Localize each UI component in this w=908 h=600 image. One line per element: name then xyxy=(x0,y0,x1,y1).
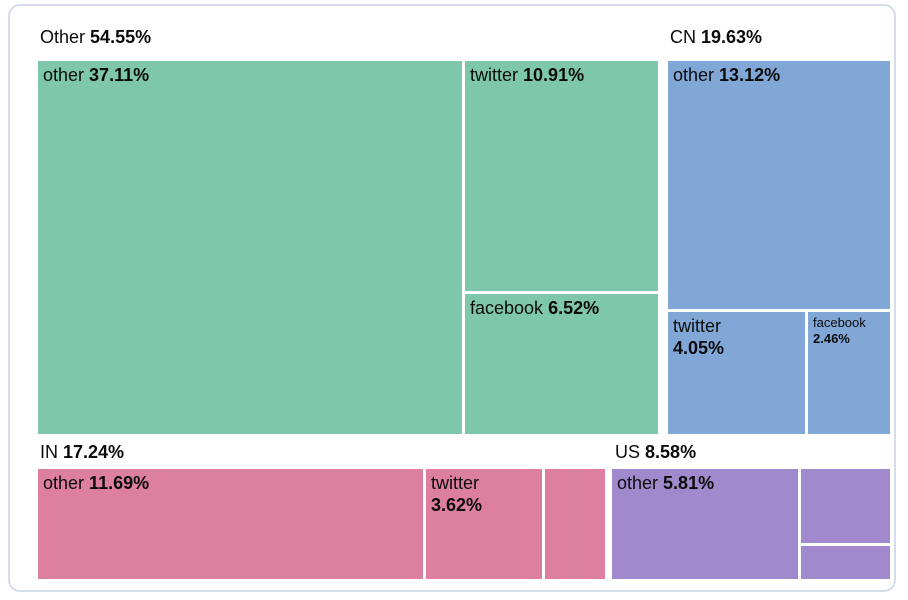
group-label-cn: CN 19.63% xyxy=(670,27,762,47)
treemap-cell-in-twitter[interactable]: twitter 3.62% xyxy=(426,469,542,579)
cell-value: 10.91% xyxy=(523,65,585,85)
cell-value: 37.11% xyxy=(89,65,150,85)
cell-label: facebook 2.46% xyxy=(808,312,890,347)
treemap-cell-us-unlabeled-2[interactable] xyxy=(801,546,890,579)
cell-label: twitter 4.05% xyxy=(668,312,805,359)
treemap-cell-cn-other[interactable]: other 13.12% xyxy=(668,61,890,309)
cell-value: 3.62% xyxy=(431,495,483,515)
group-value: 19.63% xyxy=(701,27,763,47)
cell-name: other xyxy=(43,65,85,85)
cell-value: 2.46% xyxy=(813,331,850,346)
group-value: 17.24% xyxy=(63,442,125,462)
group-name: US xyxy=(615,442,641,462)
group-name: CN xyxy=(670,27,696,47)
cell-label: other 13.12% xyxy=(668,61,890,86)
treemap-cell-other-facebook[interactable]: facebook 6.52% xyxy=(465,294,658,434)
cell-name: twitter xyxy=(673,316,722,336)
cell-value: 4.05% xyxy=(673,338,725,358)
group-name: Other xyxy=(40,27,86,47)
cell-value: 13.12% xyxy=(719,65,781,85)
treemap-cell-us-other[interactable]: other 5.81% xyxy=(612,469,798,579)
treemap-cell-in-unlabeled[interactable] xyxy=(545,469,605,579)
treemap-cell-other-other[interactable]: other 37.11% xyxy=(38,61,462,434)
cell-label: other 5.81% xyxy=(612,469,798,494)
group-value: 54.55% xyxy=(90,27,152,47)
chart-card: Other 54.55% CN 19.63% IN 17.24% US 8.58… xyxy=(8,4,896,592)
cell-name: other xyxy=(43,473,85,493)
group-label-other: Other 54.55% xyxy=(40,27,151,47)
group-name: IN xyxy=(40,442,58,462)
treemap-cell-cn-twitter[interactable]: twitter 4.05% xyxy=(668,312,805,434)
cell-name: other xyxy=(617,473,659,493)
cell-name: twitter xyxy=(431,473,480,493)
cell-name: facebook xyxy=(813,315,866,330)
cell-value: 11.69% xyxy=(89,473,150,493)
treemap-cell-other-twitter[interactable]: twitter 10.91% xyxy=(465,61,658,291)
cell-value: 6.52% xyxy=(548,298,600,318)
cell-name: other xyxy=(673,65,715,85)
cell-label: other 37.11% xyxy=(38,61,462,86)
cell-label: facebook 6.52% xyxy=(465,294,658,319)
treemap-cell-us-unlabeled-1[interactable] xyxy=(801,469,890,543)
cell-label: twitter 3.62% xyxy=(426,469,542,516)
group-label-in: IN 17.24% xyxy=(40,442,124,462)
cell-value: 5.81% xyxy=(663,473,715,493)
cell-name: twitter xyxy=(470,65,519,85)
treemap-cell-in-other[interactable]: other 11.69% xyxy=(38,469,423,579)
cell-label: twitter 10.91% xyxy=(465,61,658,86)
group-value: 8.58% xyxy=(645,442,697,462)
group-label-us: US 8.58% xyxy=(615,442,696,462)
treemap-cell-cn-facebook[interactable]: facebook 2.46% xyxy=(808,312,890,434)
cell-label: other 11.69% xyxy=(38,469,423,494)
cell-name: facebook xyxy=(470,298,544,318)
